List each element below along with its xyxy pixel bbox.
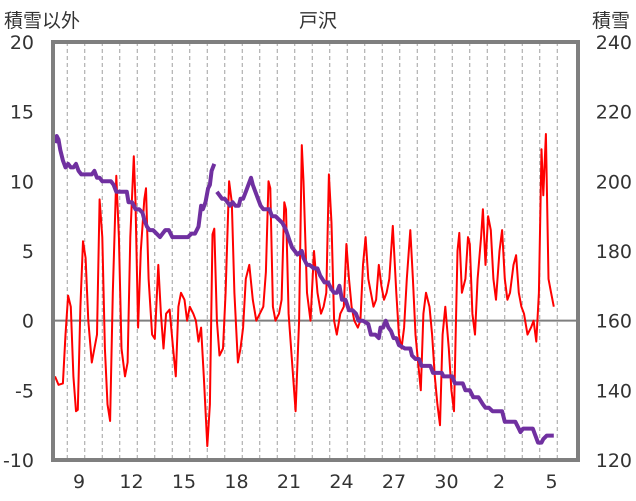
right-tick-label: 160	[596, 311, 632, 333]
left-tick-label: -10	[3, 450, 34, 472]
x-tick-label: 27	[382, 471, 406, 493]
x-tick-label: 18	[224, 471, 248, 493]
left-axis-label: 積雪以外	[4, 10, 80, 32]
x-tick-label: 15	[172, 471, 196, 493]
right-axis-label: 積雪	[592, 10, 630, 32]
left-tick-label: 20	[10, 32, 34, 54]
right-tick-label: 120	[596, 450, 632, 472]
x-tick-label: 30	[434, 471, 458, 493]
left-tick-label: 15	[10, 102, 34, 124]
x-tick-label: 21	[277, 471, 301, 493]
purple-series-line	[215, 175, 554, 445]
x-tick-label: 5	[545, 471, 557, 493]
vertical-gridlines	[53, 42, 578, 460]
tick-labels: 20 15 10 5 0 -5 -10 240 220 200 180 160 140 120 9 12 15 1…	[3, 32, 632, 493]
red-series-line	[54, 133, 555, 448]
left-tick-label: 5	[22, 241, 34, 263]
left-tick-label: 0	[22, 311, 34, 333]
purple-series-line	[53, 134, 217, 240]
left-tick-label: 10	[10, 171, 34, 193]
x-tick-label: 2	[493, 471, 505, 493]
chart-title: 戸沢	[299, 10, 337, 32]
right-tick-label: 220	[596, 102, 632, 124]
plot-frame	[51, 40, 580, 462]
series-group	[53, 133, 555, 448]
right-tick-label: 180	[596, 241, 632, 263]
x-tick-label: 24	[329, 471, 353, 493]
x-tick-label: 12	[119, 471, 143, 493]
right-tick-label: 240	[596, 32, 632, 54]
x-tick-label: 9	[73, 471, 85, 493]
right-tick-label: 200	[596, 171, 632, 193]
right-tick-label: 140	[596, 380, 632, 402]
left-tick-label: -5	[15, 380, 34, 402]
